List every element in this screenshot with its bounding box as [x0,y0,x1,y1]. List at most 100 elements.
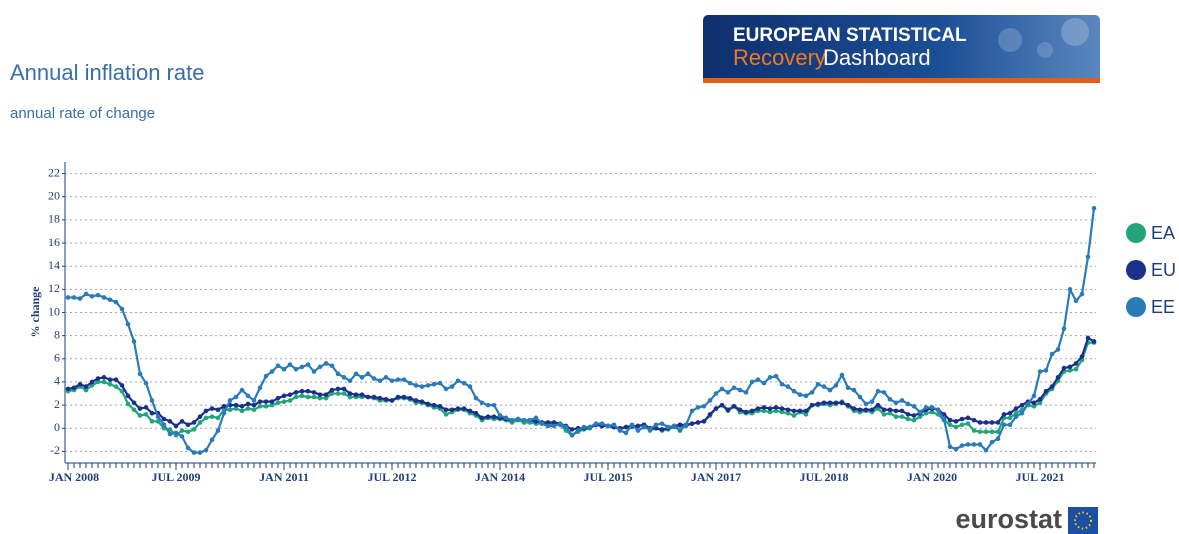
data-point [623,424,629,430]
data-point [341,391,347,396]
data-point [353,392,359,397]
data-point [1079,291,1085,297]
data-point [191,420,197,425]
data-point [743,409,749,415]
data-point [281,399,287,404]
data-point [335,386,341,392]
data-point [743,390,749,395]
y-tick-label: 12 [48,281,60,295]
data-point [311,369,317,374]
data-point [833,383,839,388]
data-point [965,415,971,421]
data-point [593,421,599,426]
data-point [653,425,659,431]
data-point [887,407,893,413]
data-point [413,383,419,388]
y-tick-label: 14 [48,258,60,272]
data-point [863,407,869,413]
data-point [971,417,977,423]
data-point [1013,410,1019,416]
data-point [107,381,113,387]
data-point [701,403,707,409]
data-point [245,401,251,407]
data-point [323,361,329,366]
data-point [887,397,893,402]
data-point [785,410,791,416]
data-point [461,380,467,386]
data-point [125,321,131,327]
data-point [395,394,401,400]
y-tick-label: 16 [48,235,60,249]
data-point [161,416,167,422]
data-point [257,385,263,391]
data-point [167,431,173,437]
data-point [365,371,371,377]
data-point [725,390,731,395]
data-point [347,378,353,384]
legend-label: EA [1151,223,1175,243]
data-point [425,401,431,407]
data-point [827,400,833,406]
data-point [365,394,371,400]
data-point [917,409,923,415]
data-point [695,420,701,425]
data-point [461,406,467,411]
data-point [323,392,329,397]
data-point [305,388,311,394]
data-point [395,377,401,382]
data-point [779,381,785,387]
data-point [827,387,833,393]
data-point [179,428,185,433]
data-point [119,306,125,312]
data-point [347,394,353,400]
data-point [419,384,425,389]
data-point [737,387,743,393]
data-point [617,428,623,433]
data-point [635,428,641,433]
data-point [83,387,89,393]
data-point [1067,287,1073,292]
data-point [695,405,701,410]
data-point [407,380,413,386]
data-point [215,415,221,421]
data-point [989,439,995,445]
data-point [131,339,137,344]
data-point [1043,368,1049,373]
data-point [665,424,671,430]
data-point [815,381,821,387]
data-point [113,384,119,389]
data-point [785,384,791,389]
eu-flag-stars [1074,511,1092,530]
data-point [191,427,197,432]
data-point [269,369,275,374]
data-point [575,428,581,433]
data-point [605,423,611,429]
data-point [977,420,983,425]
data-point [1031,400,1037,406]
data-point [539,421,545,426]
data-point [1061,326,1067,332]
data-point [647,427,653,432]
data-point [101,379,107,385]
data-point [245,406,251,411]
x-tick-label: JUL 2018 [799,470,848,484]
data-point [803,412,809,417]
logo-title: EUROPEAN STATISTICAL [733,25,967,46]
data-point [1001,412,1007,417]
data-point [173,430,179,436]
data-point [227,398,233,403]
data-point [845,385,851,391]
data-point [71,385,77,391]
data-point [179,434,185,439]
data-point [227,407,233,413]
data-point [251,402,257,408]
series-ee [65,206,1097,455]
data-point [1013,406,1019,411]
y-tick-label: 18 [48,212,60,226]
data-point [713,406,719,411]
data-point [947,444,953,450]
data-point [479,415,485,421]
data-point [809,390,815,395]
logo-decoration [1061,18,1089,46]
data-point [473,410,479,416]
